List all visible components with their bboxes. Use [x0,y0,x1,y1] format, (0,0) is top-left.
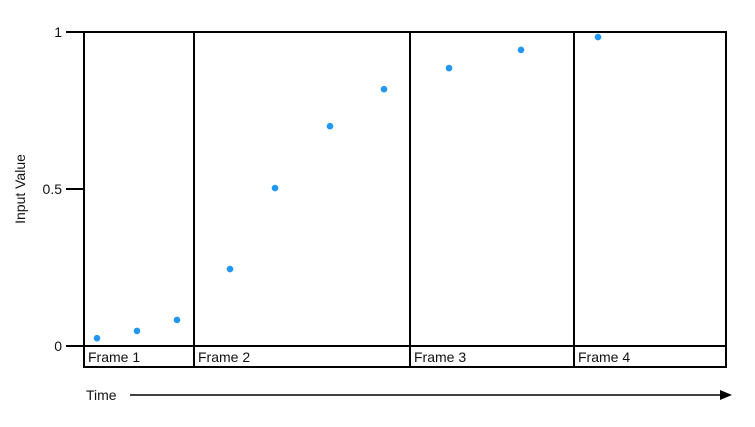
data-point [173,316,181,324]
data-point [133,327,141,335]
data-point [445,64,453,72]
frame-box [409,31,575,368]
frame-box [573,31,727,368]
frame-label: Frame 4 [578,349,630,365]
y-tick-label: 1 [54,24,62,40]
data-point [380,85,388,93]
frame-label: Frame 3 [414,349,466,365]
data-point [93,334,101,342]
data-point [271,184,279,192]
time-label: Time [86,387,117,403]
data-point [517,46,525,54]
data-point [594,33,602,41]
y-tick-label: 0 [54,338,62,354]
data-point [226,265,234,273]
frame-label: Frame 1 [88,349,140,365]
data-point [326,122,334,130]
frame-box [193,31,411,368]
frame-label: Frame 2 [198,349,250,365]
time-arrow-head [720,390,732,400]
y-axis-label: Input Value [12,154,28,224]
y-tick-label: 0.5 [43,181,63,197]
